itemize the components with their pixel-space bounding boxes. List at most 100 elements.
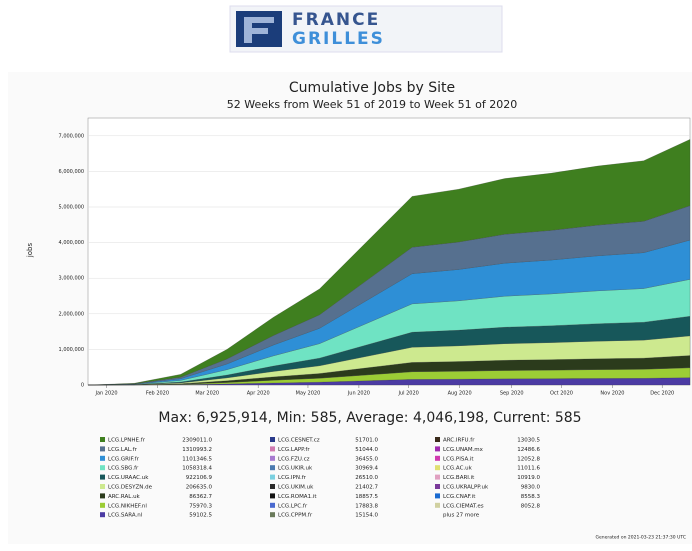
- chart-title: Cumulative Jobs by Site: [289, 80, 455, 96]
- x-tick-label: Jan 2020: [95, 391, 118, 397]
- legend-swatch: [100, 493, 105, 499]
- x-tick-label: Mar 2020: [195, 391, 219, 397]
- legend-value: 17883.8: [355, 503, 378, 509]
- legend-label: LCG.CESNET.cz: [278, 438, 320, 444]
- legend-label: LCG.UNAM.mx: [443, 447, 484, 453]
- logo-line2: GRILLES: [292, 29, 385, 49]
- y-tick-label: 7,000,000: [59, 133, 84, 139]
- legend-label: LCG.LPC.fr: [278, 503, 308, 509]
- legend-swatch: [100, 474, 105, 480]
- legend-swatch: [435, 484, 440, 489]
- legend-swatch: [100, 446, 105, 452]
- legend-label: LCG.SARA.nl: [108, 513, 143, 519]
- y-axis-label: jobs: [26, 242, 34, 258]
- legend-swatch: [270, 502, 275, 508]
- legend-label: LCG.AC.uk: [443, 466, 473, 472]
- legend-label: ARC.IRFU.fr: [443, 438, 475, 444]
- legend-swatch: [435, 455, 440, 461]
- area: [87, 139, 691, 386]
- legend-value: 15154.0: [355, 513, 378, 519]
- legend-tail: plus 27 more: [443, 513, 480, 519]
- y-tick-label: 2,000,000: [59, 311, 84, 317]
- legend-value: 36455.0: [355, 456, 378, 462]
- legend-swatch: [435, 502, 440, 508]
- legend-value: 51701.0: [355, 438, 378, 444]
- legend-value: 9830.0: [521, 485, 541, 491]
- legend-label: ARC.RAL.uk: [108, 494, 141, 500]
- chart-subtitle: 52 Weeks from Week 51 of 2019 to Week 51…: [227, 98, 517, 111]
- legend-swatch: [435, 465, 440, 471]
- legend-swatch: [100, 484, 105, 489]
- legend-value: 2309011.0: [182, 438, 212, 444]
- legend-swatch: [435, 493, 440, 499]
- legend-swatch: [270, 455, 275, 461]
- legend-value: 12052.8: [517, 456, 540, 462]
- x-tick-label: Jun 2020: [347, 391, 370, 397]
- legend-value: 10919.0: [517, 475, 540, 481]
- legend-value: 30969.4: [355, 466, 378, 472]
- legend-label: LCG.CNAF.it: [443, 494, 476, 500]
- legend-value: 922106.9: [186, 475, 213, 481]
- legend-label: LCG.BARI.it: [443, 475, 475, 481]
- x-tick-label: Dec 2020: [650, 391, 674, 397]
- legend-swatch: [435, 446, 440, 452]
- legend-value: 1058318.4: [182, 466, 212, 472]
- stats: Max: 6,925,914, Min: 585, Average: 4,046…: [158, 410, 581, 426]
- legend-label: LCG.FZU.cz: [278, 456, 310, 462]
- legend-swatch: [270, 437, 275, 442]
- legend-value: 86362.7: [189, 494, 212, 500]
- legend-value: 18857.5: [355, 494, 378, 500]
- legend-label: LCG.SBG.fr: [108, 466, 139, 472]
- legend-label: LCG.ROMA1.it: [278, 494, 317, 500]
- legend-value: 8558.3: [521, 494, 541, 500]
- x-tick-label: Jul 2020: [398, 391, 419, 397]
- legend-value: 51044.0: [355, 447, 378, 453]
- legend-swatch: [100, 455, 105, 461]
- x-tick-label: Feb 2020: [146, 391, 169, 397]
- x-tick-label: Sep 2020: [500, 391, 524, 397]
- legend-swatch: [270, 465, 275, 471]
- legend-swatch: [435, 437, 440, 442]
- legend-swatch: [270, 474, 275, 480]
- x-tick-label: May 2020: [296, 391, 321, 397]
- legend-label: LCG.URAAC.uk: [108, 475, 149, 481]
- legend-value: 13030.5: [517, 438, 540, 444]
- legend-value: 12486.6: [517, 447, 540, 453]
- legend-label: LCG.CIEMAT.es: [443, 503, 484, 509]
- y-tick-label: 5,000,000: [59, 205, 84, 211]
- legend-label: LCG.GRIF.fr: [108, 456, 140, 462]
- logo-line1: FRANCE: [292, 10, 380, 30]
- y-tick-label: 6,000,000: [59, 169, 84, 175]
- legend-value: 206635.0: [186, 485, 213, 491]
- y-tick-label: 1,000,000: [59, 347, 84, 353]
- legend-swatch: [270, 446, 275, 452]
- legend-swatch: [100, 502, 105, 508]
- x-tick-label: Apr 2020: [247, 391, 270, 397]
- x-tick-label: Oct 2020: [550, 391, 573, 397]
- legend-label: LCG.IPN.fr: [278, 475, 307, 481]
- y-tick-label: 3,000,000: [59, 276, 84, 282]
- legend-swatch: [270, 493, 275, 499]
- y-tick-label: 4,000,000: [59, 240, 84, 246]
- legend-swatch: [100, 437, 105, 442]
- legend-value: 8052.8: [521, 503, 541, 509]
- legend-value: 11011.6: [517, 466, 540, 472]
- legend-value: 59102.5: [189, 513, 212, 519]
- y-tick-label: 0: [81, 383, 84, 389]
- footer: Generated on 2021-03-23 21:37:30 UTC: [596, 535, 686, 541]
- legend-swatch: [100, 465, 105, 471]
- legend-value: 26510.0: [355, 475, 378, 481]
- logo-fg: [244, 17, 274, 43]
- legend-label: LCG.DESYZN.de: [108, 485, 153, 491]
- legend-value: 1310993.2: [182, 447, 212, 453]
- legend-swatch: [435, 474, 440, 480]
- legend-label: LCG.PISA.it: [443, 456, 474, 462]
- legend-label: LCG.LAPP.fr: [278, 447, 310, 453]
- legend-value: 75970.3: [189, 503, 212, 509]
- legend-label: LCG.UKRALPP.uk: [443, 485, 489, 491]
- x-tick-label: Aug 2020: [448, 391, 472, 397]
- x-tick-label: Nov 2020: [600, 391, 624, 397]
- legend-label: LCG.NIKHEF.nl: [108, 503, 147, 509]
- legend-label: LCG.LAL.fr: [108, 447, 138, 453]
